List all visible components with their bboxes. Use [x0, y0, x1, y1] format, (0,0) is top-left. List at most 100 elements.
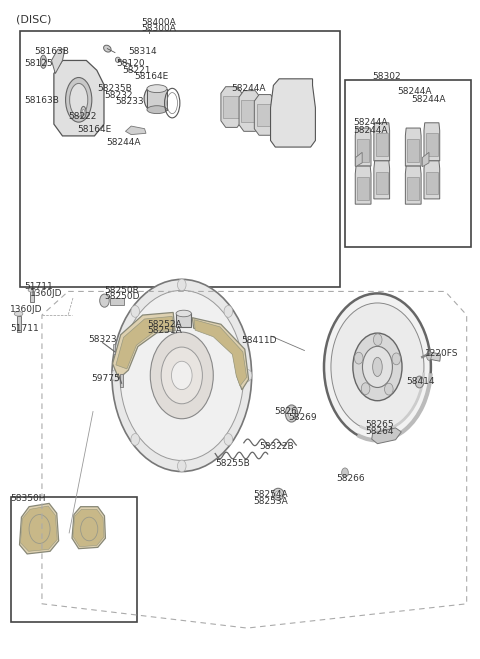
- Ellipse shape: [40, 55, 47, 69]
- Polygon shape: [54, 61, 104, 136]
- Text: 58302: 58302: [372, 72, 401, 81]
- Text: 58266: 58266: [336, 474, 365, 483]
- Text: 58323: 58323: [88, 335, 117, 344]
- Circle shape: [100, 294, 109, 307]
- Ellipse shape: [104, 45, 111, 52]
- Text: 58120: 58120: [116, 59, 144, 68]
- Polygon shape: [241, 100, 258, 122]
- Text: 1360JD: 1360JD: [30, 289, 62, 298]
- Text: 58222: 58222: [68, 111, 96, 121]
- Circle shape: [112, 370, 120, 382]
- Text: 58322B: 58322B: [259, 442, 294, 451]
- Text: 58264: 58264: [365, 426, 394, 436]
- Polygon shape: [223, 96, 240, 118]
- Polygon shape: [424, 123, 440, 161]
- Circle shape: [144, 86, 162, 111]
- Bar: [345, 80, 471, 248]
- Ellipse shape: [42, 58, 45, 65]
- Polygon shape: [424, 161, 440, 199]
- Polygon shape: [192, 318, 249, 390]
- Polygon shape: [355, 166, 371, 204]
- Ellipse shape: [147, 85, 167, 93]
- Text: 58252A: 58252A: [147, 320, 181, 329]
- Circle shape: [285, 405, 298, 422]
- Text: 58254A: 58254A: [253, 490, 288, 500]
- Text: 58411D: 58411D: [241, 336, 276, 345]
- Circle shape: [131, 434, 140, 445]
- Bar: [429, 352, 441, 361]
- Bar: [110, 298, 123, 304]
- Polygon shape: [426, 133, 438, 156]
- Ellipse shape: [372, 357, 382, 376]
- Text: 58163B: 58163B: [24, 96, 59, 105]
- Text: 58244A: 58244A: [411, 95, 445, 103]
- Circle shape: [161, 347, 203, 404]
- Polygon shape: [194, 320, 247, 386]
- Ellipse shape: [116, 57, 120, 63]
- Bar: [113, 344, 116, 355]
- Text: 58300A: 58300A: [142, 24, 176, 33]
- Polygon shape: [407, 138, 419, 161]
- Circle shape: [373, 334, 382, 345]
- Circle shape: [362, 347, 393, 387]
- Polygon shape: [374, 123, 390, 161]
- Text: 58233: 58233: [115, 97, 144, 106]
- Circle shape: [415, 376, 424, 388]
- Text: 1220FS: 1220FS: [425, 349, 459, 358]
- Circle shape: [288, 409, 295, 418]
- Bar: [147, 89, 167, 109]
- Text: (DISC): (DISC): [16, 14, 51, 24]
- Circle shape: [354, 352, 363, 364]
- Text: 58164E: 58164E: [134, 72, 168, 81]
- Polygon shape: [51, 49, 65, 74]
- Text: 58255B: 58255B: [215, 459, 250, 469]
- Text: 58350H: 58350H: [10, 494, 46, 503]
- Polygon shape: [20, 503, 59, 554]
- Text: 58221: 58221: [122, 66, 151, 74]
- Polygon shape: [125, 126, 146, 134]
- Polygon shape: [357, 177, 369, 200]
- Polygon shape: [221, 87, 242, 127]
- Circle shape: [224, 434, 233, 445]
- Text: 58250D: 58250D: [104, 292, 140, 301]
- Ellipse shape: [275, 491, 281, 498]
- Circle shape: [178, 279, 186, 291]
- Text: 59775: 59775: [91, 374, 120, 383]
- Text: 58269: 58269: [288, 413, 317, 422]
- Text: 51711: 51711: [10, 324, 39, 333]
- Text: 58267: 58267: [275, 407, 303, 416]
- Bar: [30, 289, 34, 302]
- Bar: [17, 316, 21, 332]
- Circle shape: [148, 92, 158, 105]
- Text: 58244A: 58244A: [354, 126, 388, 135]
- Text: 58163B: 58163B: [34, 47, 69, 56]
- Circle shape: [353, 333, 402, 401]
- Polygon shape: [374, 161, 390, 199]
- Polygon shape: [422, 152, 429, 167]
- Text: 58244A: 58244A: [354, 118, 388, 127]
- Text: 58314: 58314: [128, 47, 156, 56]
- Polygon shape: [357, 138, 369, 161]
- Circle shape: [178, 460, 186, 472]
- Bar: [11, 497, 137, 621]
- Polygon shape: [355, 128, 371, 166]
- Ellipse shape: [82, 109, 85, 115]
- Circle shape: [243, 370, 252, 382]
- Circle shape: [342, 468, 348, 477]
- Circle shape: [331, 303, 424, 431]
- Polygon shape: [376, 171, 388, 194]
- Ellipse shape: [14, 312, 23, 316]
- Bar: [120, 374, 123, 387]
- Polygon shape: [426, 171, 438, 194]
- Text: 51711: 51711: [24, 282, 53, 291]
- Polygon shape: [376, 133, 388, 156]
- Polygon shape: [73, 509, 104, 547]
- Text: 58253A: 58253A: [253, 497, 288, 506]
- Circle shape: [120, 291, 244, 461]
- Polygon shape: [116, 316, 173, 369]
- Polygon shape: [113, 312, 175, 379]
- Text: 58164E: 58164E: [77, 125, 111, 134]
- Polygon shape: [405, 128, 421, 166]
- Circle shape: [171, 361, 192, 389]
- Ellipse shape: [176, 310, 192, 317]
